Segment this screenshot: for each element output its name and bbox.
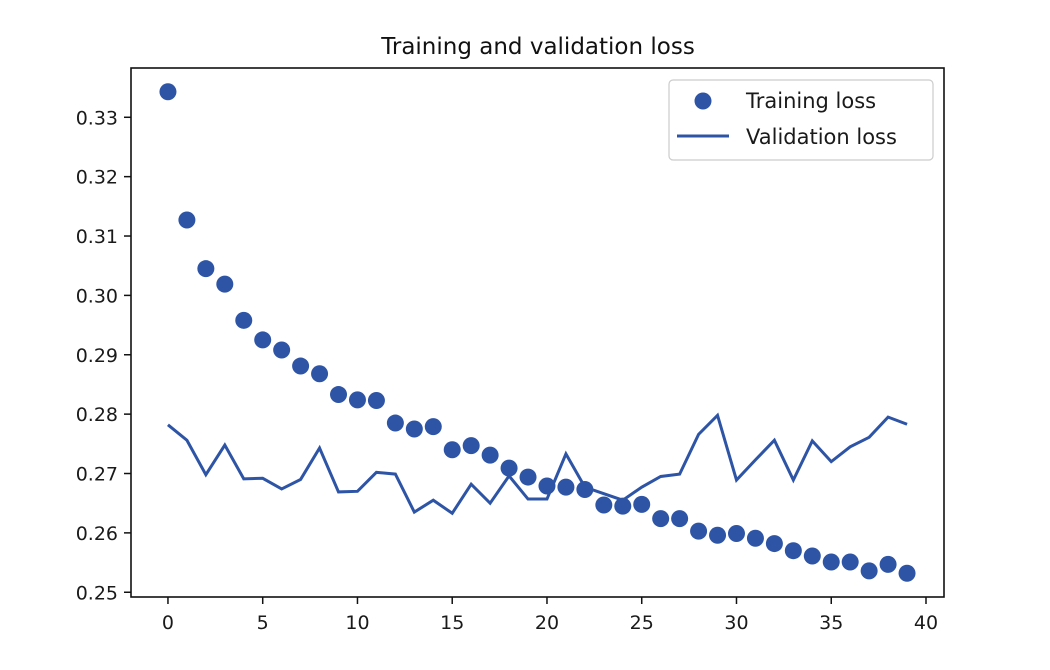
training-loss-point [235,311,253,329]
training-loss-point [519,468,537,486]
training-loss-point [765,535,783,553]
y-tick-label: 0.31 [76,226,118,248]
training-loss-series [159,83,916,582]
training-loss-point [898,564,916,582]
training-loss-point [424,418,442,436]
y-tick-label: 0.26 [76,523,118,545]
y-tick-label: 0.27 [76,464,118,486]
training-loss-point [386,414,404,432]
chart-title: Training and validation loss [380,34,695,60]
training-loss-point [746,529,764,547]
training-loss-point [803,547,821,565]
y-tick-label: 0.29 [76,345,118,367]
training-loss-point [330,386,348,404]
legend: Training loss Validation loss [668,79,934,161]
y-tick-label: 0.28 [76,404,118,426]
x-tick-label: 5 [257,612,269,634]
x-tick-label: 0 [162,612,174,634]
training-loss-point [614,497,632,515]
x-tick-label: 20 [535,612,559,634]
training-loss-point [405,420,423,438]
training-loss-point [443,441,461,459]
training-loss-point [311,365,329,383]
training-loss-point [538,477,556,495]
x-tick-label: 30 [724,612,748,634]
training-loss-point [841,553,859,571]
x-axis: 0 5 10 15 20 25 30 35 40 [162,597,938,634]
y-tick-label: 0.25 [76,582,118,604]
training-loss-point [178,211,196,229]
x-tick-label: 10 [345,612,369,634]
training-loss-point [879,555,897,573]
training-loss-point [784,542,802,560]
x-tick-label: 15 [440,612,464,634]
training-loss-point [348,391,366,409]
training-loss-point [159,83,177,101]
training-loss-point [822,553,840,571]
training-loss-point [292,357,310,375]
training-loss-point [652,510,670,528]
legend-box [668,79,934,161]
x-tick-label: 35 [819,612,843,634]
training-loss-point [860,562,878,580]
axes-frame [130,67,945,598]
legend-validation-label: Validation loss [746,125,897,149]
x-tick-label: 40 [914,612,938,634]
training-loss-point [633,495,651,513]
training-loss-point [671,510,689,528]
training-loss-point [481,446,499,464]
training-loss-point [576,481,594,499]
training-loss-point [727,524,745,542]
legend-training-marker [694,92,712,110]
training-loss-point [462,437,480,455]
training-loss-point [500,459,518,477]
training-loss-point [254,331,272,349]
y-tick-label: 0.30 [76,285,118,307]
training-loss-point [216,275,234,293]
validation-loss-line [167,412,908,516]
training-loss-point [595,496,613,514]
training-loss-point [197,260,215,278]
x-tick-label: 25 [630,612,654,634]
training-loss-point [690,522,708,540]
training-loss-point [709,526,727,544]
training-loss-point [273,341,291,359]
y-tick-label: 0.33 [76,107,118,129]
validation-loss-series [167,412,908,516]
y-axis: 0.25 0.26 0.27 0.28 0.29 0.30 0.31 0.32 0.33 [76,107,131,604]
training-loss-point [557,478,575,496]
y-tick-label: 0.32 [76,167,118,189]
legend-training-label: Training loss [745,89,876,113]
training-loss-point [367,391,385,409]
